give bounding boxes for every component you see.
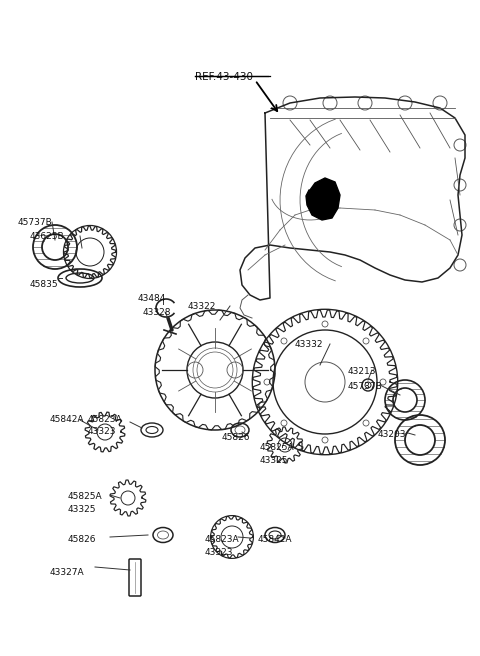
Text: 43213: 43213 — [348, 367, 376, 376]
Text: 43328: 43328 — [143, 308, 171, 317]
Text: 45823A: 45823A — [205, 535, 240, 544]
Text: 43325: 43325 — [68, 505, 96, 514]
Text: 45825A: 45825A — [68, 492, 103, 501]
Text: 43325: 43325 — [260, 456, 288, 465]
Text: 43203: 43203 — [378, 430, 407, 439]
Text: 45842A: 45842A — [258, 535, 292, 544]
Text: 45842A: 45842A — [50, 415, 84, 424]
Text: 43323: 43323 — [205, 548, 233, 557]
Text: 43327A: 43327A — [50, 568, 84, 577]
Text: 43332: 43332 — [295, 340, 324, 349]
Text: REF.43-430: REF.43-430 — [195, 72, 253, 82]
Text: 43323: 43323 — [88, 427, 117, 436]
Text: 43625B: 43625B — [30, 232, 65, 241]
Text: 45826: 45826 — [68, 535, 96, 544]
Text: 43484: 43484 — [138, 294, 167, 303]
Text: 45737B: 45737B — [18, 218, 53, 227]
Text: 45737B: 45737B — [348, 382, 383, 391]
Text: 45825A: 45825A — [260, 443, 295, 452]
Polygon shape — [306, 178, 340, 220]
Text: 45835: 45835 — [30, 280, 59, 289]
Text: 45823A: 45823A — [88, 415, 122, 424]
Text: 45826: 45826 — [222, 433, 251, 442]
Text: 43322: 43322 — [188, 302, 216, 311]
